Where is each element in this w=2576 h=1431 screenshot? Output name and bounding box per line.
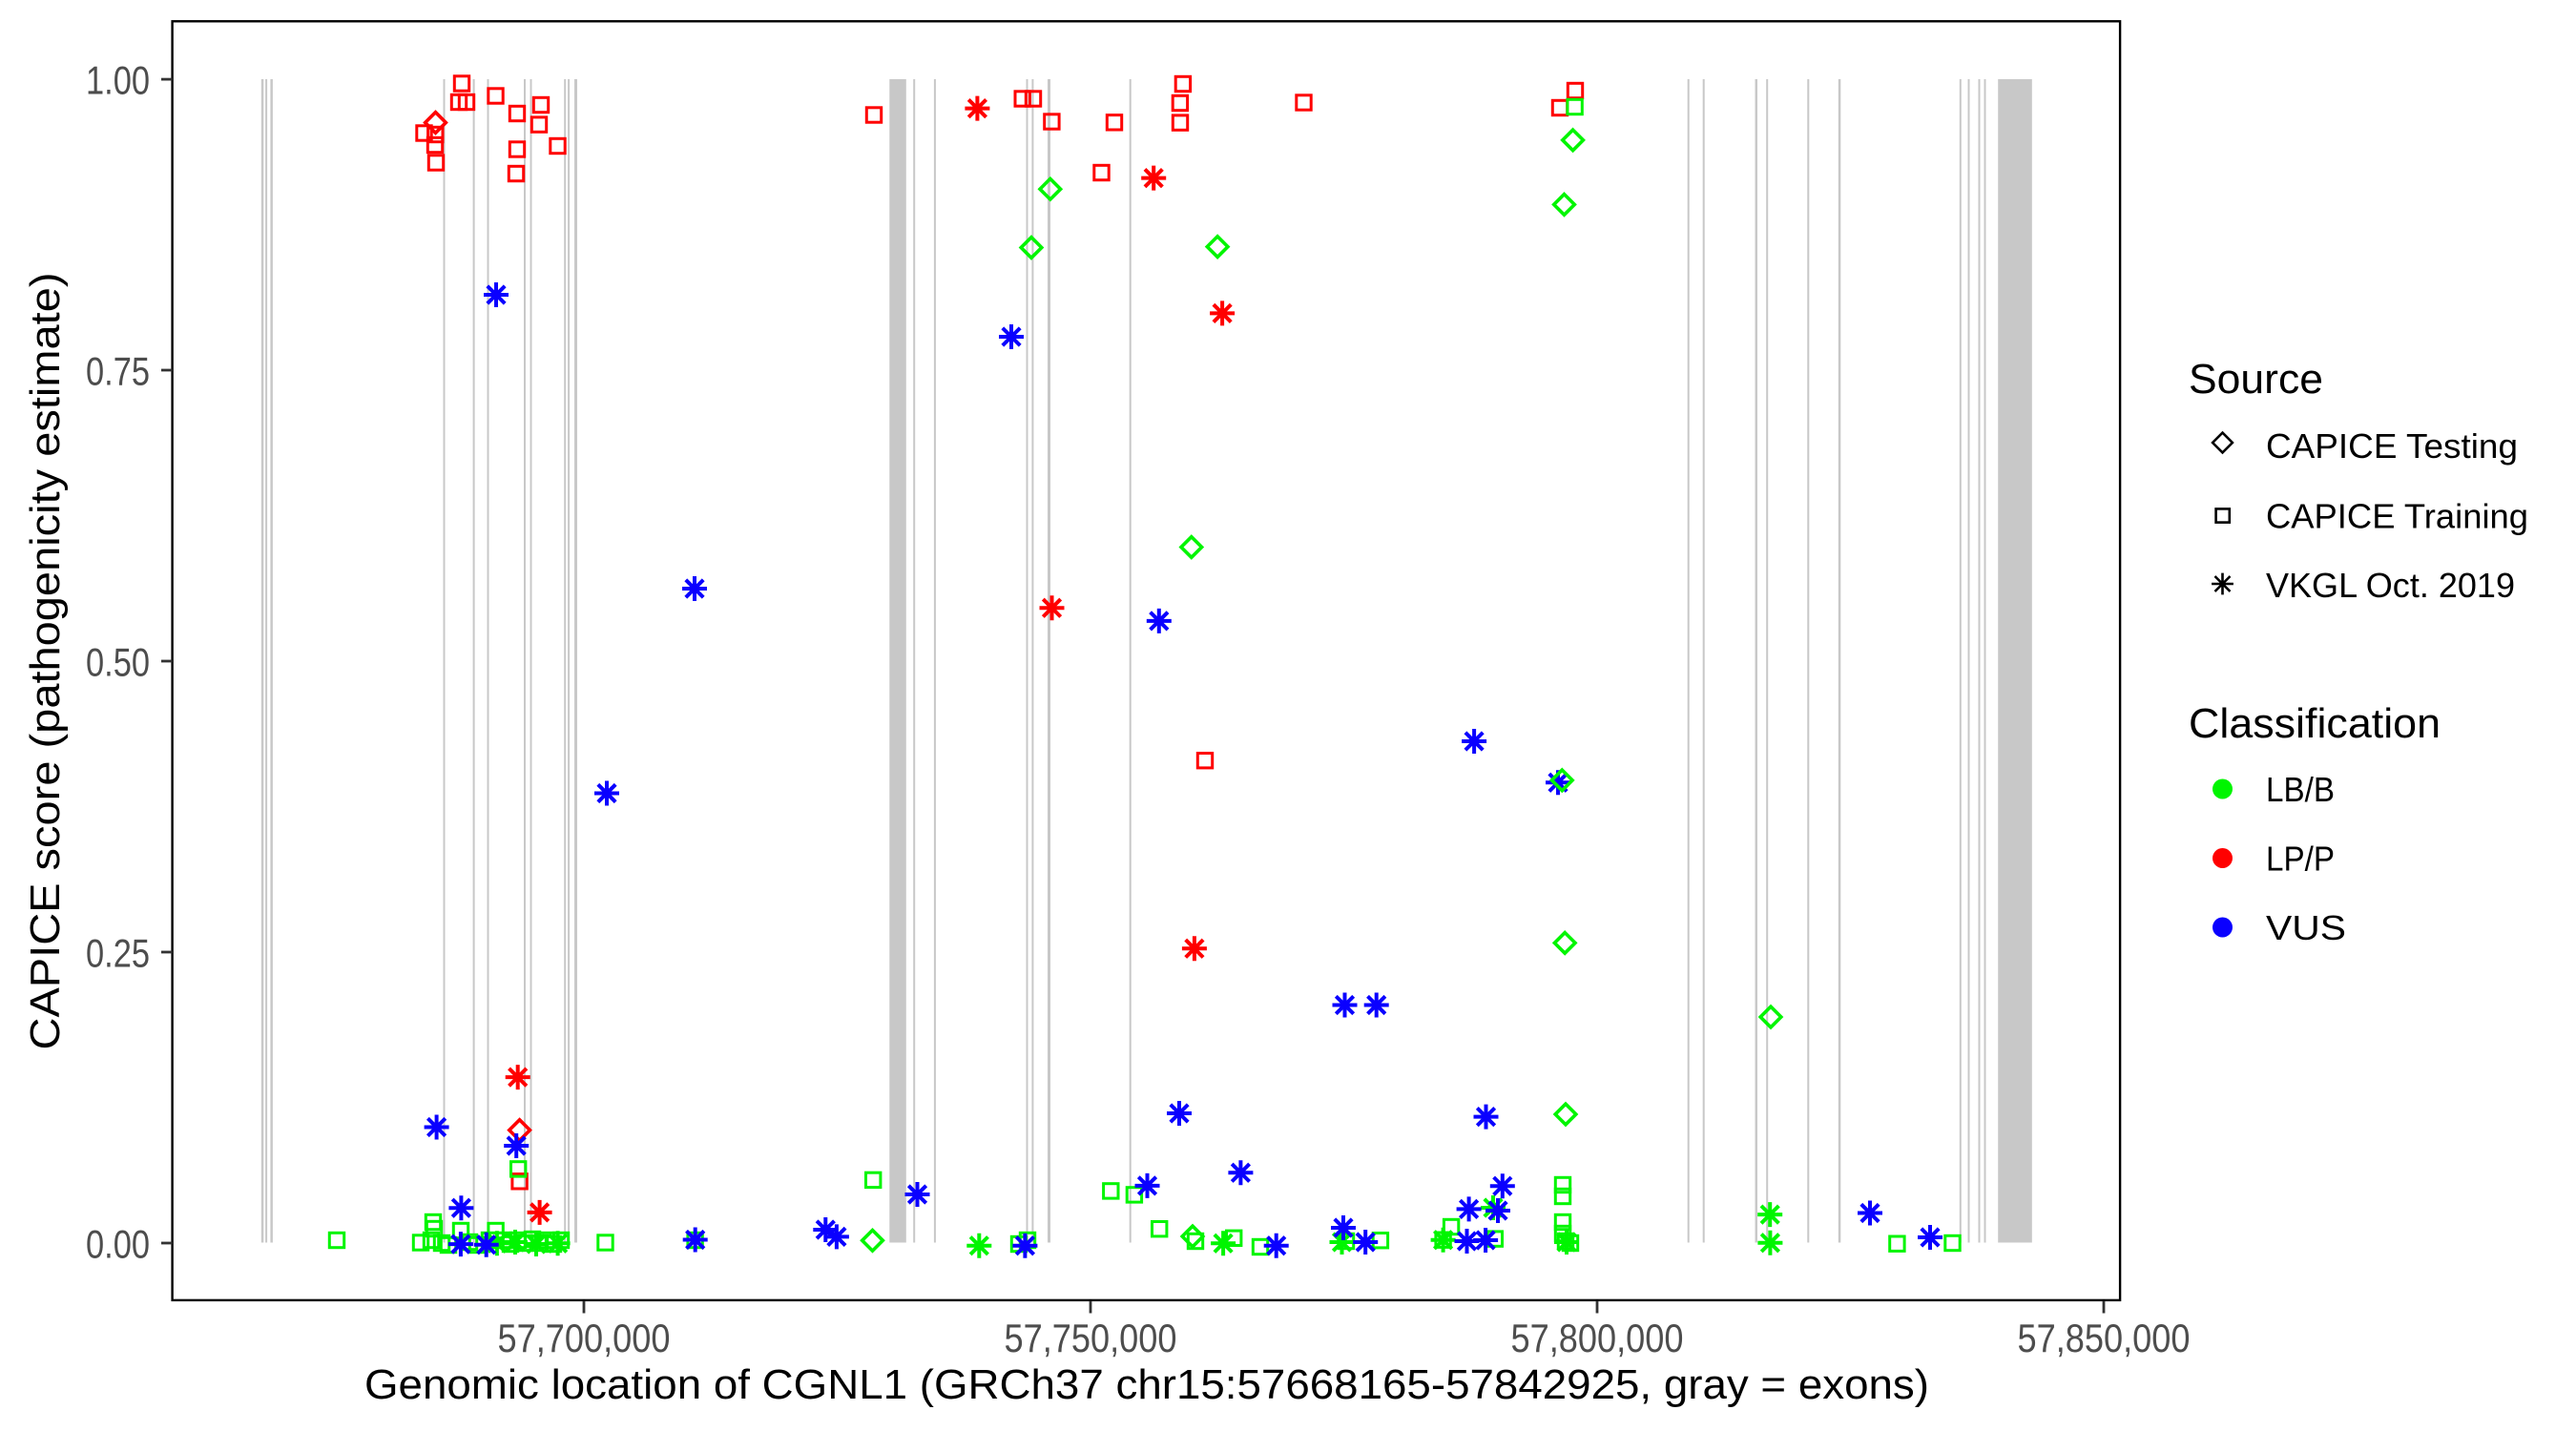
svg-text:0.75: 0.75 <box>86 349 150 394</box>
svg-text:0.25: 0.25 <box>86 931 150 976</box>
svg-text:VUS: VUS <box>2266 908 2346 947</box>
svg-text:CAPICE Testing: CAPICE Testing <box>2266 426 2518 466</box>
svg-text:CAPICE score (pathogenicity es: CAPICE score (pathogenicity estimate) <box>22 273 69 1050</box>
svg-text:57,750,000: 57,750,000 <box>1005 1316 1177 1360</box>
svg-text:CAPICE Training: CAPICE Training <box>2266 497 2528 536</box>
svg-text:Classification: Classification <box>2189 700 2441 747</box>
svg-text:LB/B: LB/B <box>2266 770 2335 809</box>
svg-text:0.00: 0.00 <box>86 1222 150 1267</box>
svg-text:Genomic location of CGNL1 (GRC: Genomic location of CGNL1 (GRCh37 chr15:… <box>364 1361 1929 1408</box>
svg-text:57,850,000: 57,850,000 <box>2018 1316 2191 1360</box>
svg-text:VKGL Oct. 2019: VKGL Oct. 2019 <box>2266 566 2515 605</box>
svg-text:57,700,000: 57,700,000 <box>498 1316 671 1360</box>
svg-text:0.50: 0.50 <box>86 640 150 685</box>
svg-text:57,800,000: 57,800,000 <box>1511 1316 1684 1360</box>
svg-text:Source: Source <box>2189 356 2323 403</box>
svg-text:1.00: 1.00 <box>86 58 150 103</box>
svg-text:LP/P: LP/P <box>2266 840 2335 879</box>
